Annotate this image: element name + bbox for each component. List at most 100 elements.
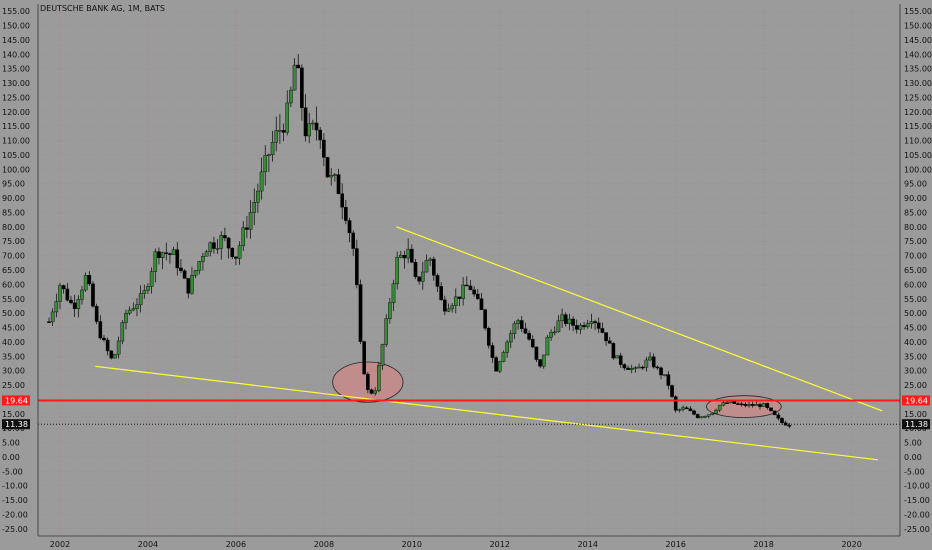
y-tick-label-right: 155.00 bbox=[904, 7, 932, 16]
candle-up bbox=[428, 258, 432, 261]
candle-down bbox=[105, 339, 110, 352]
y-tick-label-right: -10.00 bbox=[904, 482, 930, 491]
candle-down bbox=[61, 285, 66, 290]
y-tick-label-right: 30.00 bbox=[904, 367, 927, 376]
candle-up bbox=[714, 409, 718, 414]
candle-down bbox=[175, 249, 180, 269]
candle-up bbox=[541, 354, 546, 367]
candle-up bbox=[761, 403, 766, 407]
y-tick-label-right: 80.00 bbox=[904, 223, 927, 232]
candle-down bbox=[538, 359, 542, 367]
candle-up bbox=[208, 242, 213, 252]
y-tick-label-right: 75.00 bbox=[904, 237, 927, 246]
y-tick-label-right: -5.00 bbox=[904, 467, 925, 476]
candle-down bbox=[640, 366, 645, 369]
candle-down bbox=[758, 404, 762, 407]
candle-up bbox=[391, 283, 396, 304]
candle-down bbox=[494, 357, 498, 372]
y-tick-label-left: -25.00 bbox=[2, 525, 28, 534]
candle-down bbox=[563, 314, 568, 324]
candle-up bbox=[373, 390, 377, 394]
candle-down bbox=[157, 251, 161, 258]
candle-down bbox=[530, 339, 535, 348]
candle-down bbox=[739, 403, 744, 406]
last-price-tag-right bbox=[902, 419, 930, 430]
candle-down bbox=[300, 67, 304, 108]
candle-up bbox=[292, 64, 297, 91]
y-tick-label-left: 75.00 bbox=[2, 237, 25, 246]
candle-down bbox=[787, 425, 792, 427]
y-tick-label-left: -15.00 bbox=[2, 496, 28, 505]
y-tick-label-left: 80.00 bbox=[2, 223, 25, 232]
candle-up bbox=[333, 174, 337, 176]
grid bbox=[38, 4, 900, 536]
candle-down bbox=[179, 267, 183, 272]
y-tick-label-left: 125.00 bbox=[2, 93, 30, 102]
candle-down bbox=[750, 404, 755, 406]
candle-up bbox=[446, 308, 451, 312]
candle-down bbox=[732, 401, 737, 404]
candle-down bbox=[457, 296, 462, 299]
y-tick-label-left: 95.00 bbox=[2, 180, 25, 189]
candle-up bbox=[267, 154, 271, 157]
y-tick-label-right: 100.00 bbox=[904, 165, 932, 174]
candle-up bbox=[237, 245, 242, 259]
y-tick-label-left: 55.00 bbox=[2, 295, 25, 304]
candle-down bbox=[571, 318, 575, 326]
y-tick-label-right: 150.00 bbox=[904, 22, 932, 31]
candle-up bbox=[512, 323, 517, 334]
candle-down bbox=[47, 321, 51, 323]
highlight-ellipse bbox=[706, 395, 782, 418]
candle-up bbox=[501, 352, 506, 362]
y-tick-label-right: 85.00 bbox=[904, 208, 927, 217]
y-tick-label-right: 0.00 bbox=[904, 453, 922, 462]
candle-down bbox=[655, 366, 660, 369]
candle-down bbox=[600, 328, 605, 333]
y-tick-label-right: 115.00 bbox=[904, 122, 932, 131]
candle-down bbox=[336, 174, 341, 194]
candle-down bbox=[164, 252, 169, 254]
candle-down bbox=[618, 355, 623, 365]
candle-down bbox=[362, 341, 366, 375]
candle-down bbox=[743, 403, 748, 406]
y-tick-label-left: 155.00 bbox=[2, 7, 30, 16]
candle-up bbox=[399, 255, 403, 258]
candle-up bbox=[421, 271, 425, 282]
candle-up bbox=[677, 409, 682, 411]
support-price-tag-right bbox=[902, 395, 930, 406]
y-tick-label-right: 25.00 bbox=[904, 381, 927, 390]
candle-up bbox=[113, 354, 117, 359]
chart-title: DEUTSCHE BANK AG, 1M, BATS bbox=[40, 4, 165, 13]
candle-up bbox=[54, 301, 59, 313]
y-tick-label-left: 100.00 bbox=[2, 165, 30, 174]
candle-down bbox=[344, 206, 348, 221]
y-tick-label-left: 45.00 bbox=[2, 324, 25, 333]
candle-up bbox=[388, 302, 392, 319]
candle-up bbox=[201, 256, 205, 262]
y-tick-label-left: 130.00 bbox=[2, 79, 30, 88]
candle-up bbox=[193, 270, 198, 276]
y-tick-label-right: 60.00 bbox=[904, 280, 927, 289]
candle-up bbox=[721, 402, 726, 406]
y-tick-label-left: -10.00 bbox=[2, 482, 28, 491]
last-price-label-right: 11.38 bbox=[905, 420, 928, 429]
y-tick-label-right: 50.00 bbox=[904, 309, 927, 318]
last-price-label-left: 11.38 bbox=[5, 420, 28, 429]
candle-down bbox=[369, 389, 374, 394]
candle-down bbox=[527, 333, 531, 340]
candle-down bbox=[435, 275, 440, 287]
candle-up bbox=[116, 340, 121, 355]
candle-up bbox=[497, 361, 502, 372]
candle-up bbox=[644, 359, 649, 368]
x-tick-label: 2008 bbox=[314, 540, 334, 549]
candle-down bbox=[622, 364, 627, 369]
candle-up bbox=[153, 251, 158, 272]
y-tick-label-right: 145.00 bbox=[904, 36, 932, 45]
candle-up bbox=[424, 260, 429, 273]
candle-down bbox=[479, 298, 484, 310]
candle-up bbox=[138, 293, 143, 306]
y-tick-label-left: 140.00 bbox=[2, 50, 30, 59]
candle-up bbox=[285, 102, 290, 133]
candle-up bbox=[648, 356, 652, 361]
